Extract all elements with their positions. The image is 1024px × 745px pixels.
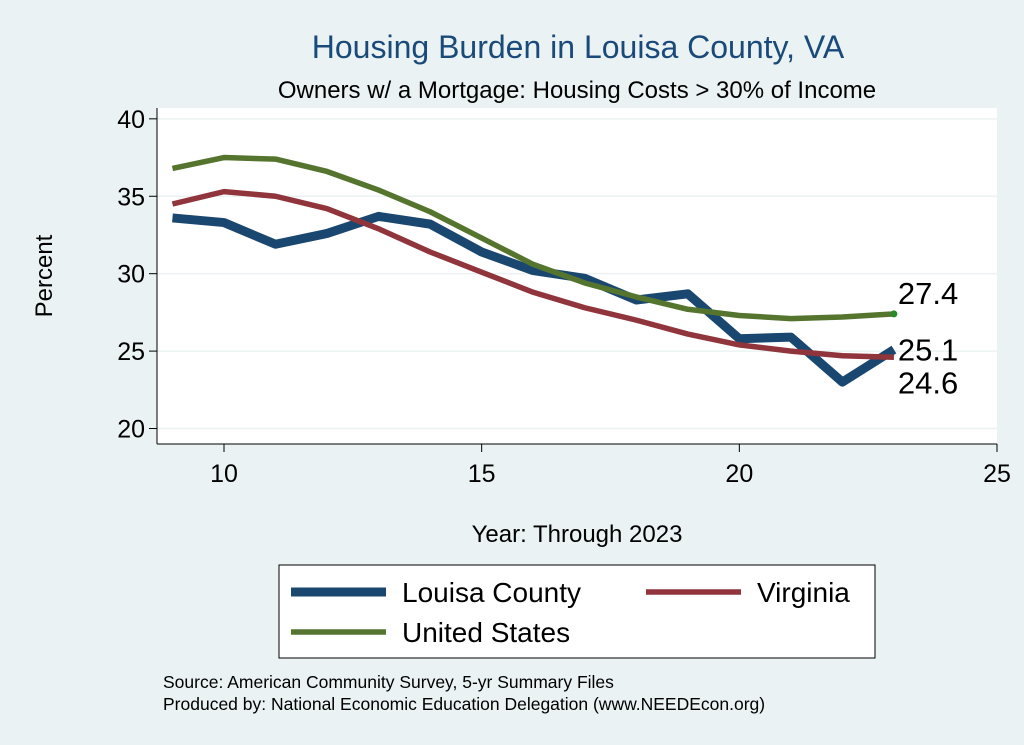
y-tick-label: 40 — [117, 106, 145, 134]
y-axis-title: Percent — [31, 234, 58, 317]
y-tick-label: 25 — [117, 338, 145, 366]
end-label-united-states: 27.4 — [898, 276, 958, 311]
x-tick-label: 10 — [210, 460, 238, 488]
series-line-virginia — [171, 188, 895, 361]
footer-produced: Produced by: National Economic Education… — [163, 694, 765, 714]
axes: 20 25 30 35 40 10 15 20 25 — [117, 106, 1011, 488]
x-tick-label: 15 — [468, 460, 496, 488]
y-tick-label: 20 — [117, 416, 145, 444]
legend-box — [278, 564, 876, 659]
y-tick-label: 35 — [117, 183, 145, 211]
series-line-louisa-county — [172, 211, 897, 387]
footer-source: Source: American Community Survey, 5-yr … — [163, 672, 614, 692]
end-labels: 25.124.6 27.4 — [898, 276, 958, 400]
legend-label-virginia: Virginia — [757, 577, 850, 608]
end-label-louisa-county: 25.1 — [898, 333, 958, 368]
series-lines — [171, 154, 898, 387]
x-axis-title: Year: Through 2023 — [472, 521, 683, 548]
legend: Louisa County Virginia United States — [291, 577, 850, 648]
end-point-united-states — [890, 310, 898, 318]
x-tick-label: 20 — [725, 460, 753, 488]
x-tick-label: 25 — [983, 460, 1011, 488]
series-line-united-states — [171, 154, 895, 322]
chart-title: Housing Burden in Louisa County, VA — [312, 29, 845, 65]
end-label-virginia: 24.6 — [898, 365, 958, 400]
chart-subtitle: Owners w/ a Mortgage: Housing Costs > 30… — [278, 77, 876, 104]
y-tick-label: 30 — [117, 261, 145, 289]
legend-label-united-states: United States — [402, 617, 570, 648]
legend-label-louisa-county: Louisa County — [402, 577, 581, 608]
